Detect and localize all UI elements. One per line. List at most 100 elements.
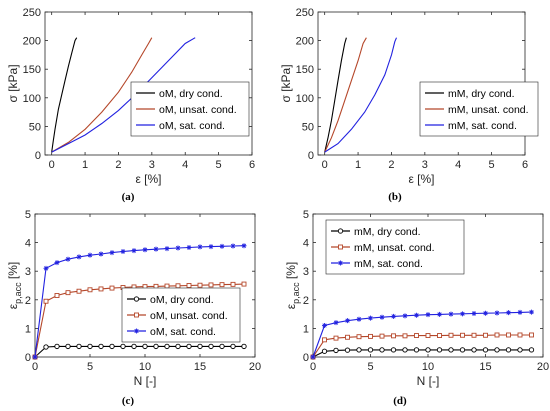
legend-entry: mM, dry cond. bbox=[448, 88, 515, 100]
data-point-sat bbox=[208, 244, 214, 250]
chart-panel-d: 0 5 10 15 20 0 1 2 3 4 5 N [-] εp,acc [%] mM, dry con… bbox=[284, 209, 549, 407]
data-point-dry bbox=[109, 343, 115, 350]
legend-entry: mM, sat. cond. bbox=[448, 120, 517, 132]
data-point-sat bbox=[471, 311, 477, 317]
data-point-sat bbox=[391, 313, 396, 319]
series-line-sat bbox=[51, 37, 196, 153]
data-point-sat bbox=[186, 244, 192, 250]
panel-label: (b) bbox=[388, 191, 402, 203]
series-line-sat bbox=[324, 37, 398, 153]
data-point-dry bbox=[494, 347, 500, 353]
data-point-sat bbox=[54, 260, 60, 266]
legend: mM, dry cond. mM, unsat. cond. mM, sat. co… bbox=[419, 81, 539, 137]
legend: oM, dry cond. oM, unsat. cond. oM, sat. co… bbox=[121, 287, 241, 343]
data-point-dry bbox=[425, 347, 431, 353]
x-tick-label: 0 bbox=[32, 361, 38, 373]
x-tick-label: 20 bbox=[249, 361, 261, 373]
legend-entry: mM, unsat. cond. bbox=[354, 242, 435, 254]
series-line-dry bbox=[324, 37, 347, 153]
data-point-unsat bbox=[425, 333, 431, 338]
data-point-unsat bbox=[164, 283, 170, 289]
y-axis-label: εp,acc [%] bbox=[6, 262, 23, 310]
data-point-dry bbox=[197, 343, 203, 350]
data-point-sat bbox=[425, 312, 431, 318]
x-tick-label: 4 bbox=[455, 159, 461, 171]
y-tick-label: 3 bbox=[303, 266, 309, 278]
data-point-dry bbox=[65, 343, 71, 350]
legend-entry: oM, unsat. cond. bbox=[150, 310, 228, 322]
data-point-sat bbox=[32, 354, 38, 360]
data-point-sat bbox=[76, 254, 82, 260]
x-axis-label: ε [%] bbox=[135, 172, 161, 186]
data-point-dry bbox=[208, 343, 214, 350]
legend: oM, dry cond. oM, unsat. cond. oM, sat. co… bbox=[130, 81, 250, 137]
data-point-dry bbox=[131, 343, 137, 350]
data-point-sat bbox=[142, 247, 148, 253]
chart-panel-b: 0 1 2 3 4 5 6 0 50 100 150 200 250 ε [%] σ [kPa] mM, dr… bbox=[279, 7, 539, 203]
panel-label: (c) bbox=[122, 395, 135, 407]
data-point-unsat bbox=[517, 332, 523, 338]
data-point-unsat bbox=[506, 332, 511, 338]
data-point-dry bbox=[164, 343, 170, 350]
panel-label: (d) bbox=[393, 395, 407, 407]
data-point-unsat bbox=[54, 293, 60, 298]
data-point-sat bbox=[506, 310, 511, 316]
data-point-sat bbox=[356, 316, 362, 322]
x-tick-label: 10 bbox=[422, 361, 434, 373]
x-tick-label: 5 bbox=[489, 159, 495, 171]
data-point-sat bbox=[131, 248, 137, 254]
x-tick-label: 5 bbox=[216, 159, 222, 171]
y-tick-label: 250 bbox=[296, 7, 314, 19]
data-point-unsat bbox=[109, 285, 115, 291]
legend-marker bbox=[133, 296, 140, 302]
data-point-sat bbox=[333, 320, 339, 326]
data-point-dry bbox=[321, 348, 328, 354]
data-point-sat bbox=[368, 315, 373, 321]
y-tick-label: 0 bbox=[303, 352, 309, 364]
data-point-sat bbox=[345, 318, 350, 324]
y-tick-label: 200 bbox=[23, 36, 41, 48]
data-point-unsat bbox=[402, 333, 408, 339]
data-point-sat bbox=[120, 248, 126, 254]
x-tick-label: 6 bbox=[249, 159, 255, 171]
data-point-sat bbox=[109, 250, 115, 256]
y-tick-label: 1 bbox=[25, 323, 31, 335]
data-point-unsat bbox=[241, 281, 247, 287]
chart-panel-a: 0 1 2 3 4 5 6 0 50 100 150 200 250 ε [%] σ [kPa] oM, dr… bbox=[6, 7, 255, 203]
data-point-dry bbox=[87, 343, 93, 350]
data-point-dry bbox=[54, 343, 60, 350]
x-tick-label: 20 bbox=[537, 361, 549, 373]
x-tick-label: 15 bbox=[194, 361, 206, 373]
data-point-dry bbox=[344, 347, 351, 353]
legend-marker bbox=[338, 244, 343, 250]
data-point-sat bbox=[322, 323, 327, 329]
data-point-dry bbox=[402, 347, 408, 353]
data-point-sat bbox=[517, 309, 523, 315]
x-tick-label: 2 bbox=[115, 159, 121, 171]
data-point-sat bbox=[98, 251, 104, 257]
legend-marker bbox=[134, 328, 139, 334]
data-point-unsat bbox=[43, 298, 49, 304]
data-point-unsat bbox=[391, 333, 396, 339]
data-point-sat bbox=[448, 311, 454, 317]
x-tick-label: 0 bbox=[49, 159, 55, 171]
data-point-dry bbox=[153, 343, 159, 350]
legend-entry: oM, sat. cond. bbox=[159, 120, 225, 132]
legend-entry: oM, dry cond. bbox=[150, 294, 214, 306]
x-tick-label: 0 bbox=[310, 361, 316, 373]
y-tick-label: 100 bbox=[296, 93, 314, 105]
data-point-sat bbox=[241, 243, 247, 249]
data-point-unsat bbox=[460, 332, 465, 338]
legend-entry: mM, dry cond. bbox=[354, 226, 421, 238]
data-point-sat bbox=[219, 243, 225, 249]
data-point-unsat bbox=[529, 332, 534, 338]
data-point-unsat bbox=[322, 337, 327, 343]
data-point-unsat bbox=[333, 335, 339, 341]
x-tick-label: 3 bbox=[149, 159, 155, 171]
series-line-unsat bbox=[51, 37, 153, 153]
panel-label: (a) bbox=[122, 191, 135, 203]
data-point-sat bbox=[483, 310, 488, 316]
legend: mM, dry cond. mM, unsat. cond. mM, sat. co… bbox=[325, 219, 465, 275]
y-tick-label: 50 bbox=[29, 121, 41, 133]
